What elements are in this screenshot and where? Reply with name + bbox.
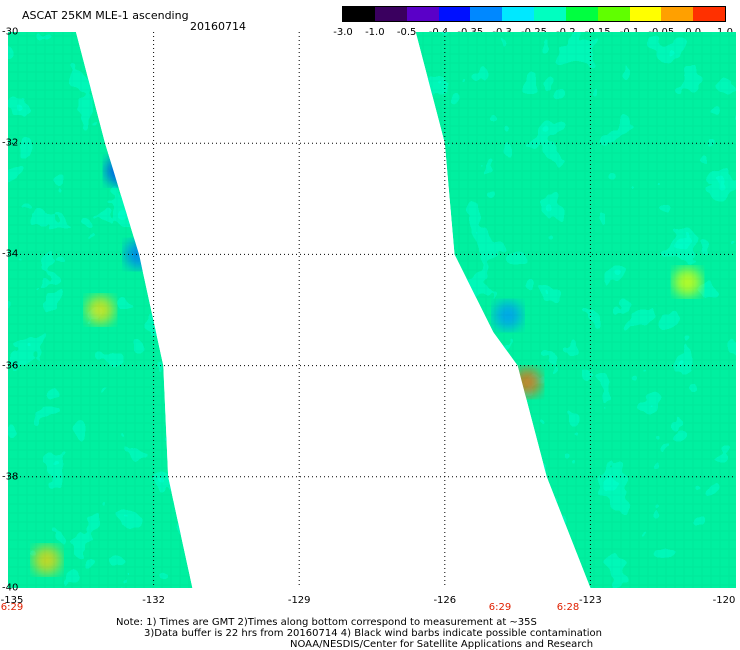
longitude-label: -132 — [142, 595, 165, 606]
latitude-label: -30 — [2, 26, 19, 38]
longitude-label: -123 — [579, 595, 602, 606]
note-line-3: NOAA/NESDIS/Center for Satellite Applica… — [290, 639, 594, 650]
colorbar-segment — [565, 7, 599, 21]
note-line-2: 3)Data buffer is 22 hrs from 20160714 4)… — [144, 628, 602, 639]
latitude-label: -36 — [2, 360, 19, 372]
longitude-label: -120 — [712, 595, 736, 606]
colorbar-segment — [470, 7, 503, 21]
colorbar — [342, 6, 726, 22]
colorbar-segment — [438, 7, 471, 21]
colorbar-segment — [374, 7, 408, 21]
colorbar-segment — [629, 7, 662, 21]
latitude-label: -40 — [2, 582, 19, 594]
colorbar-segment — [534, 7, 567, 21]
colorbar-segment — [693, 7, 726, 21]
colorbar-tick-label: -0.5 — [396, 27, 417, 38]
latitude-label: -34 — [2, 248, 19, 260]
note-line-1: Note: 1) Times are GMT 2)Times along bot… — [116, 617, 537, 628]
colorbar-segment — [661, 7, 694, 21]
map-title: ASCAT 25KM MLE-1 ascending — [22, 9, 189, 22]
colorbar-tick-label: -3.0 — [333, 27, 353, 38]
longitude-label: -135 — [0, 595, 24, 606]
map-date: 20160714 — [190, 20, 246, 33]
colorbar-segment — [597, 7, 630, 21]
time-label: 6:29 — [0, 602, 24, 613]
longitude-label: -129 — [287, 595, 311, 606]
colorbar-segment — [343, 7, 376, 21]
longitude-label: -126 — [433, 595, 457, 606]
latitude-label: -38 — [2, 471, 19, 483]
colorbar-segment — [406, 7, 439, 21]
latitude-label: -32 — [2, 137, 19, 149]
colorbar-tick-label: -1.0 — [365, 27, 385, 38]
time-label: 6:28 — [556, 602, 580, 613]
time-label: 6:29 — [488, 602, 512, 613]
colorbar-segment — [502, 7, 535, 21]
